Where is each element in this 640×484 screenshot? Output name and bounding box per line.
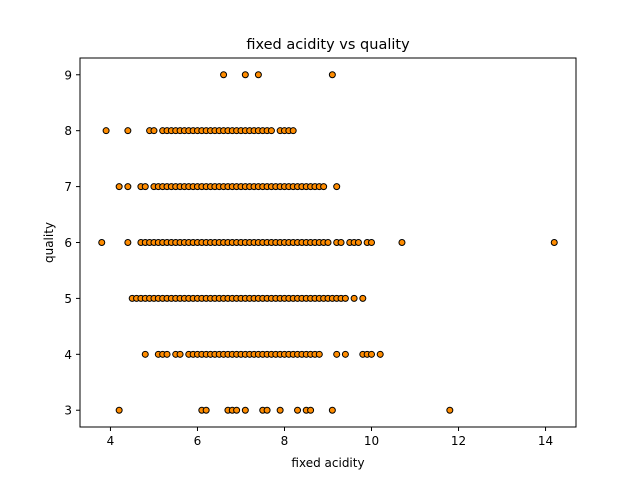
data-point [141, 183, 149, 191]
data-point [267, 127, 275, 135]
data-point [289, 127, 297, 135]
data-point [141, 350, 149, 358]
data-point [341, 350, 349, 358]
data-point [333, 183, 341, 191]
y-tick-label: 8 [64, 124, 72, 138]
data-point [307, 406, 315, 414]
data-point [294, 406, 302, 414]
x-tick-label: 8 [281, 434, 289, 448]
data-point [241, 406, 249, 414]
data-point [220, 71, 228, 79]
y-tick-label: 3 [64, 404, 72, 418]
y-axis: 3 4 5 6 7 8 9 [64, 68, 80, 418]
data-point [341, 294, 349, 302]
data-point [320, 183, 328, 191]
x-tick-label: 14 [538, 434, 553, 448]
data-point [446, 406, 454, 414]
y-tick-label: 9 [64, 68, 72, 82]
x-axis-label: fixed acidity [291, 456, 364, 470]
data-point [359, 294, 367, 302]
data-point [241, 71, 249, 79]
data-point [324, 239, 332, 246]
data-point [333, 350, 341, 358]
data-point [150, 127, 158, 135]
data-point [202, 406, 210, 414]
x-tick-label: 10 [364, 434, 379, 448]
data-point [354, 239, 362, 246]
data-point [102, 127, 110, 135]
data-point [176, 350, 184, 358]
x-tick-label: 6 [194, 434, 202, 448]
data-point [368, 239, 376, 246]
data-point [98, 239, 106, 246]
data-point [263, 406, 271, 414]
x-axis: 4 6 8 10 12 14 [107, 427, 553, 448]
data-point [124, 183, 132, 191]
data-point [233, 406, 241, 414]
data-point [163, 350, 171, 358]
data-point [115, 406, 123, 414]
x-tick-label: 12 [451, 434, 466, 448]
data-point [315, 350, 323, 358]
data-points [98, 71, 558, 414]
y-tick-label: 7 [64, 180, 72, 194]
chart-title: fixed acidity vs quality [246, 37, 410, 53]
y-tick-label: 5 [64, 292, 72, 306]
data-point [254, 71, 262, 79]
data-point [124, 239, 132, 246]
data-point [328, 406, 336, 414]
data-point [350, 294, 358, 302]
data-point [368, 350, 376, 358]
plot-area [79, 57, 577, 428]
y-tick-label: 4 [64, 348, 72, 362]
data-point [550, 239, 558, 246]
data-point [376, 350, 384, 358]
data-point [328, 71, 336, 79]
x-tick-label: 4 [107, 434, 115, 448]
y-axis-label: quality [42, 222, 56, 263]
data-point [115, 183, 123, 191]
data-point [124, 127, 132, 135]
data-point [337, 239, 345, 246]
data-point [276, 406, 284, 414]
data-point [398, 239, 406, 246]
y-tick-label: 6 [64, 236, 72, 250]
